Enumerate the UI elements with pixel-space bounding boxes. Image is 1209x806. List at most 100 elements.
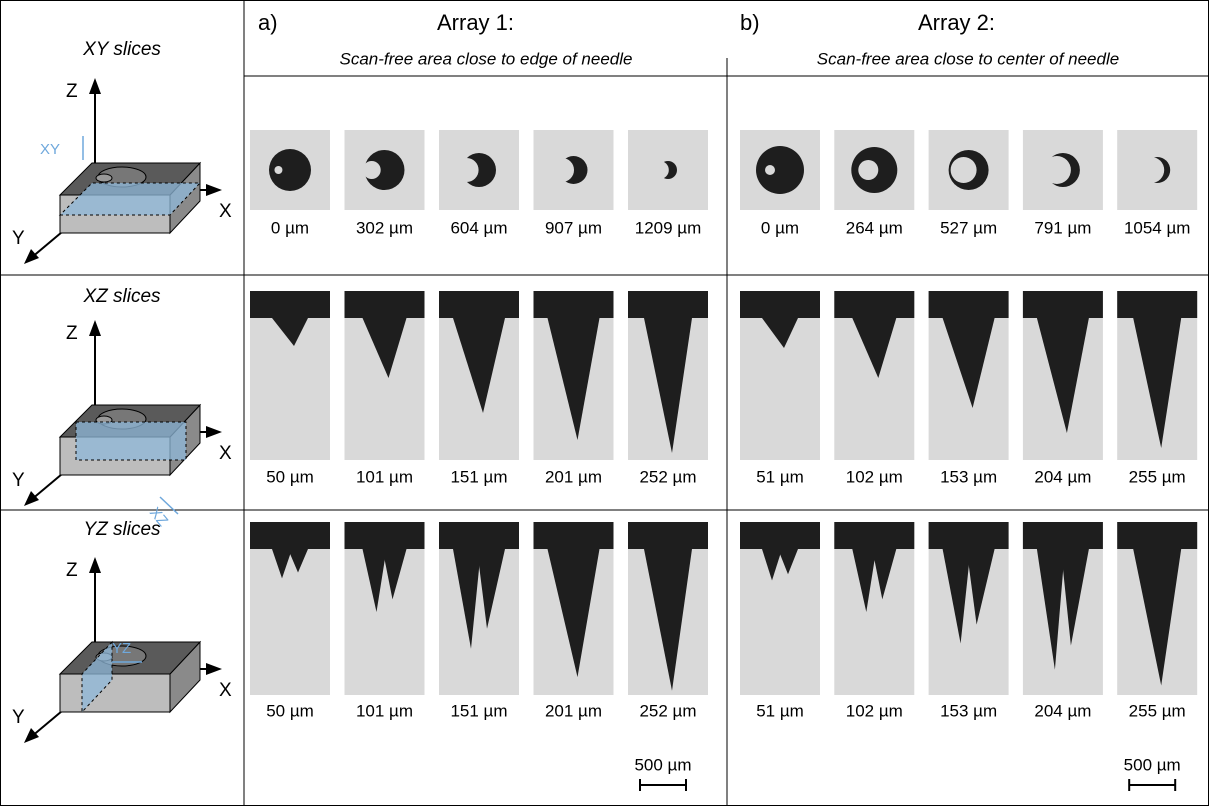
needle-lumen xyxy=(765,165,775,175)
needle-section xyxy=(269,149,311,191)
depth-caption: 252 µm xyxy=(639,467,696,486)
slice-image xyxy=(834,130,915,210)
depth-caption: 153 µm xyxy=(940,467,997,486)
depth-caption: 102 µm xyxy=(846,701,903,720)
needle xyxy=(852,318,897,378)
needle xyxy=(477,549,505,629)
surface xyxy=(250,522,330,549)
depth-caption: 101 µm xyxy=(356,467,413,486)
surface xyxy=(533,291,614,318)
depth-caption: 1209 µm xyxy=(635,218,702,237)
surface xyxy=(740,291,820,318)
surface xyxy=(834,291,915,318)
axis-label: Y xyxy=(12,707,25,728)
axis-line xyxy=(30,473,63,501)
needle-section xyxy=(756,146,804,194)
depth-caption: 153 µm xyxy=(940,701,997,720)
needle xyxy=(547,318,600,440)
needle xyxy=(762,318,798,348)
panel-letter: a) xyxy=(258,10,278,35)
needle-lumen xyxy=(550,158,575,182)
axis-label: Y xyxy=(12,228,25,249)
arrow-head xyxy=(206,426,222,438)
needle-section xyxy=(364,150,405,190)
surface xyxy=(740,522,820,549)
needle-lumen xyxy=(650,161,669,179)
panel-letter: b) xyxy=(740,10,760,35)
array-title: Array 1: xyxy=(437,10,514,35)
slice-image xyxy=(834,291,915,460)
axis-line xyxy=(30,710,63,738)
needle xyxy=(272,549,292,579)
needle xyxy=(942,549,971,644)
axis-label: X xyxy=(219,201,232,222)
needle xyxy=(1060,549,1089,646)
row-header: XY slices xyxy=(82,39,161,60)
slice-image xyxy=(1117,130,1198,210)
axis-label: Z xyxy=(66,323,78,344)
depth-caption: 0 µm xyxy=(761,218,799,237)
depth-caption: 151 µm xyxy=(450,701,507,720)
axes-diagram: Z X Y YZ xyxy=(12,557,232,743)
slice-image xyxy=(533,130,614,210)
slice-image xyxy=(740,130,820,210)
depth-caption: 302 µm xyxy=(356,218,413,237)
slice-image xyxy=(250,130,330,210)
surface xyxy=(1022,522,1103,549)
array-subtitle: Scan-free area close to center of needle xyxy=(817,49,1119,68)
depth-caption: 51 µm xyxy=(756,701,804,720)
needle xyxy=(762,549,782,581)
slice-image xyxy=(1117,291,1198,460)
slice-image xyxy=(439,291,519,460)
needle-lumen xyxy=(362,161,381,179)
needle xyxy=(1133,549,1182,686)
slice-image xyxy=(740,522,820,695)
depth-caption: 264 µm xyxy=(846,218,903,237)
needle xyxy=(872,549,897,600)
needle xyxy=(362,318,407,378)
arrow-head xyxy=(24,728,39,743)
slice-image xyxy=(1022,130,1103,210)
array-title: Array 2: xyxy=(918,10,995,35)
depth-caption: 101 µm xyxy=(356,701,413,720)
slice-image xyxy=(1117,522,1198,695)
axis-label: X xyxy=(219,680,232,701)
depth-caption: 252 µm xyxy=(639,701,696,720)
needle xyxy=(1036,318,1089,433)
depth-caption: 204 µm xyxy=(1034,701,1091,720)
depth-caption: 51 µm xyxy=(756,467,804,486)
depth-caption: 604 µm xyxy=(450,218,507,237)
arrow-head xyxy=(89,78,101,94)
arrow-head xyxy=(24,491,39,506)
depth-caption: 0 µm xyxy=(271,218,309,237)
axis-label: Z xyxy=(66,560,78,581)
slice-image xyxy=(928,130,1009,210)
axis-label: Z xyxy=(66,81,78,102)
slice-image xyxy=(628,522,708,695)
needle xyxy=(453,549,481,649)
surface xyxy=(439,291,519,318)
needle xyxy=(966,549,995,625)
needle xyxy=(272,318,308,346)
axis-label: Y xyxy=(12,470,25,491)
surface xyxy=(533,522,614,549)
depth-caption: 791 µm xyxy=(1034,218,1091,237)
surface xyxy=(928,291,1009,318)
plane-label: XY xyxy=(40,141,60,158)
needle-lumen xyxy=(274,166,283,174)
slice-image xyxy=(533,291,614,460)
surface xyxy=(1117,522,1198,549)
surface xyxy=(628,291,708,318)
slice-image xyxy=(250,522,330,695)
slice-image xyxy=(928,522,1009,695)
plane-label: YZ xyxy=(112,640,131,657)
depth-caption: 50 µm xyxy=(266,467,314,486)
depth-caption: 102 µm xyxy=(846,467,903,486)
needle xyxy=(547,549,600,678)
slice-image xyxy=(740,291,820,460)
surface xyxy=(928,522,1009,549)
arrow-head xyxy=(206,663,222,675)
